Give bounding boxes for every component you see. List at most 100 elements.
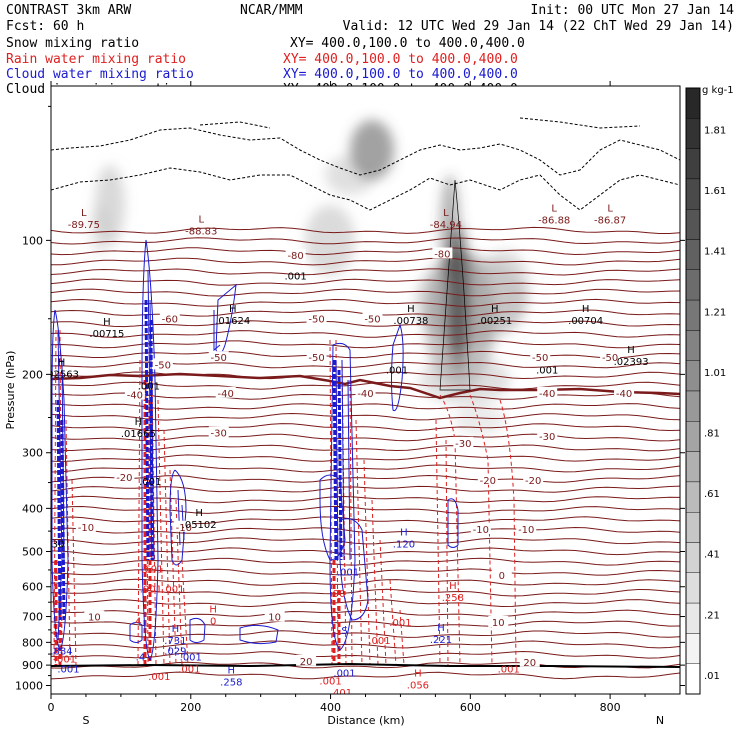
- colorbar-swatch: [685, 269, 701, 301]
- mixing-ratio-label: .001: [284, 272, 306, 283]
- colorbar-swatch: [685, 390, 701, 422]
- y-tick-label: 100: [22, 234, 43, 247]
- temperature-contours: [51, 226, 680, 680]
- extremum-mark: L: [551, 204, 557, 215]
- temperature-contour-label: -40: [616, 389, 632, 400]
- temperature-contour-label: -30: [211, 428, 227, 439]
- label-background: [470, 522, 491, 534]
- legend-snow-xy: XY= 400.0,100.0 to 400.0,400.0: [290, 36, 525, 51]
- colorbar-swatch: [685, 633, 701, 664]
- label-background: [84, 610, 105, 622]
- temperature-contour-label: -10: [176, 523, 192, 534]
- mixing-ratio-label: .001: [536, 365, 558, 376]
- label-background: [519, 655, 540, 667]
- label-background: [306, 351, 327, 363]
- temperature-contour-label: -80: [287, 251, 303, 262]
- cloud-ice-contours: [51, 117, 680, 211]
- valid-time: Valid: 12 UTC Wed 29 Jan 14 (22 ChT Wed …: [343, 19, 734, 34]
- legend-rain-label: Rain water mixing ratio: [6, 52, 186, 67]
- forecast-hour: Fcst: 60 h: [6, 19, 84, 34]
- extremum-value: .221: [430, 635, 452, 646]
- x-tick-label: 600: [460, 701, 481, 714]
- mixing-ratio-label: S: [341, 626, 347, 637]
- extremum-value: .01624: [215, 316, 250, 327]
- label-background: [114, 470, 135, 482]
- temperature-contour-label: -50: [211, 353, 227, 364]
- label-background: [285, 249, 306, 261]
- extremum-value: .01665: [121, 429, 156, 440]
- extremum-mark: H: [449, 581, 457, 592]
- extremum-value: .00251: [477, 316, 512, 327]
- isotherm-line: [51, 381, 680, 390]
- colorbar-swatch: [685, 602, 701, 634]
- temperature-contour-label: -50: [364, 315, 380, 326]
- extremum-mark: L: [607, 204, 613, 215]
- extremum-value: .258: [220, 678, 242, 689]
- label-background: [453, 436, 474, 448]
- label-background: [600, 351, 621, 363]
- extremum-mark: H: [627, 345, 635, 356]
- colorbar-unit: g kg-1: [702, 85, 734, 96]
- extremum-value: .05102: [182, 520, 217, 531]
- label-background: [477, 473, 498, 485]
- temperature-contour-label: -50: [532, 353, 548, 364]
- extremum-value: .731: [164, 636, 186, 647]
- legend-snow-label: Snow mixing ratio: [6, 36, 139, 51]
- isotherm-line: [51, 578, 680, 586]
- mixing-ratio-label: .001: [148, 672, 170, 683]
- colorbar-swatch: [685, 239, 701, 270]
- extremum-mark: H: [58, 357, 66, 368]
- colorbar-swatch: [685, 360, 701, 392]
- temperature-contour-label: -30: [455, 439, 471, 450]
- colorbar: .01 .21 .41 .61 .81 1.01 1.21 1.41 1.61 1.81: [685, 87, 726, 695]
- extremum-mark: H: [414, 669, 422, 680]
- extremum-mark: L: [198, 214, 204, 225]
- temperature-contour-label: -20: [116, 473, 132, 484]
- isotherm-line: [51, 226, 680, 234]
- label-background: [516, 522, 537, 534]
- extremum-mark: H: [172, 624, 180, 635]
- label-background: [215, 386, 236, 398]
- temperature-contour-label: 20: [523, 658, 536, 669]
- temperature-contour-label: -50: [602, 353, 618, 364]
- extremum-value: .00704: [568, 316, 603, 327]
- isotherm-line: [51, 340, 680, 349]
- mixing-ratio-label: 4: [135, 617, 141, 628]
- extremum-value: .00738: [393, 316, 428, 327]
- isotherm-line: [51, 474, 680, 483]
- isotherm-line: [51, 288, 680, 297]
- x-tick-label: 0: [48, 701, 55, 714]
- mixing-ratio-label: .901: [140, 584, 162, 595]
- mixing-ratio-label: .90: [330, 589, 346, 600]
- label-background: [537, 429, 558, 441]
- isotherm-line: [51, 298, 680, 307]
- isotherm-line: [51, 630, 680, 639]
- temperature-contour-label: 0: [499, 571, 505, 582]
- mixing-ratio-label: .001: [389, 618, 411, 629]
- extremum-value: .056: [407, 681, 429, 692]
- colorbar-swatch: [685, 451, 701, 483]
- mixing-ratio-label: .001: [180, 652, 202, 663]
- label-background: [491, 569, 512, 581]
- mixing-ratio-label: .001: [368, 636, 390, 647]
- y-tick-label: 400: [22, 502, 43, 515]
- temperature-contour-label: -20: [525, 476, 541, 487]
- y-axis-label: Pressure (hPa): [4, 351, 17, 430]
- mixing-ratio-label: .884: [50, 647, 72, 658]
- x-axis: 0 200 400 600 800: [48, 81, 646, 714]
- colorbar-swatch: [685, 663, 701, 695]
- extremum-mark: L: [81, 208, 87, 219]
- label-background: [208, 351, 229, 363]
- extremum-value: .258: [442, 593, 464, 604]
- temperature-contour-label: -40: [357, 389, 373, 400]
- y-tick-label: 900: [22, 659, 43, 672]
- temperature-contour-label: -60: [162, 315, 178, 326]
- isotherm-line: [51, 268, 680, 276]
- mixing-ratio-label: .001: [337, 567, 359, 578]
- colorbar-swatch: [685, 542, 701, 573]
- mixing-ratio-label: .001: [57, 664, 79, 675]
- isotherm-line: [51, 278, 680, 286]
- mixing-ratio-label: .001: [178, 664, 200, 675]
- colorbar-swatch: [685, 421, 701, 452]
- isotherm-line: [51, 320, 680, 328]
